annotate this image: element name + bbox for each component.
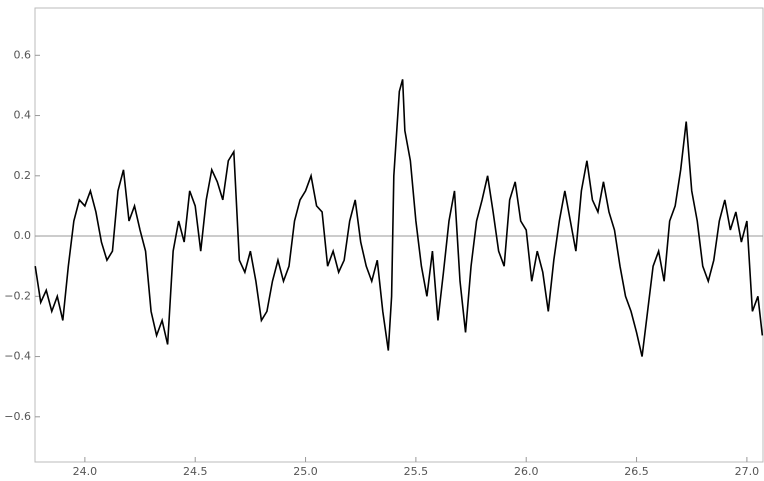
x-tick-label: 24.5 (183, 465, 208, 478)
data-line (34, 79, 764, 357)
y-tick-label: 0.0 (14, 229, 32, 242)
x-tick-label: 26.5 (624, 465, 649, 478)
x-tick-label: 24.0 (73, 465, 98, 478)
y-tick-label: −0.4 (4, 350, 31, 363)
x-tick-label: 26.0 (514, 465, 539, 478)
y-tick-label: −0.6 (4, 410, 31, 423)
plot-frame (34, 7, 764, 463)
y-tick-label: 0.6 (14, 48, 32, 61)
x-tick-label: 25.0 (293, 465, 318, 478)
y-tick-label: −0.2 (4, 289, 31, 302)
y-tick-label: 0.2 (14, 169, 32, 182)
y-tick-label: 0.4 (14, 109, 32, 122)
x-tick-label: 27.0 (735, 465, 760, 478)
x-tick-label: 25.5 (404, 465, 429, 478)
